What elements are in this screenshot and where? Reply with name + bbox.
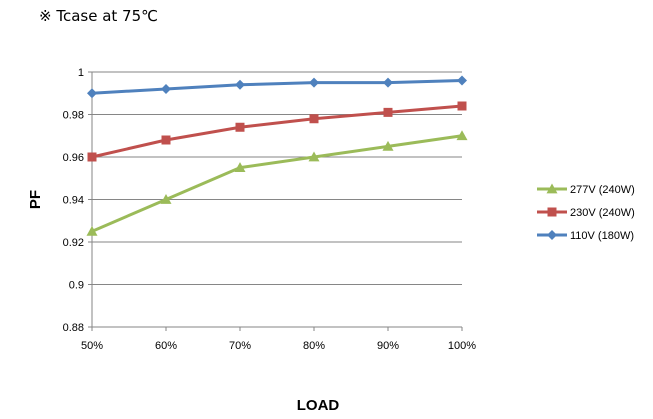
- x-tick-label: 90%: [377, 340, 399, 352]
- data-point: [161, 84, 171, 94]
- y-tick-label: 0.98: [63, 110, 84, 122]
- data-point: [457, 75, 467, 86]
- y-tick-label: 1: [78, 67, 84, 79]
- series-line: [91, 134, 463, 233]
- data-point: [234, 162, 246, 173]
- data-point: [161, 135, 171, 145]
- data-point: [87, 152, 97, 162]
- y-tick-label: 0.92: [63, 237, 84, 249]
- data-point: [160, 194, 172, 204]
- axes: 0.88 0.9 0.92 0.94 0.96 0.98 1 50% 60% 70% 80% 90% 1…: [63, 67, 477, 352]
- data-point: [456, 130, 468, 141]
- y-axis-title: PF: [27, 190, 44, 209]
- y-tick-label: 0.96: [63, 152, 84, 164]
- x-tick-label: 60%: [155, 340, 177, 352]
- series-lines: [86, 75, 468, 236]
- y-tick-label: 0.9: [69, 280, 84, 292]
- y-tick-label: 0.88: [63, 322, 84, 334]
- gridlines: [92, 71, 462, 285]
- legend-marker: [547, 230, 557, 240]
- legend-label: 110V (180W): [570, 230, 634, 242]
- data-point: [382, 140, 394, 151]
- x-tick-label: 70%: [229, 340, 251, 352]
- x-axis-title: LOAD: [297, 397, 340, 414]
- x-tick-label: 80%: [303, 340, 325, 352]
- data-point: [235, 122, 245, 132]
- x-tick-label: 100%: [448, 340, 476, 352]
- legend-label: 230V (240W): [570, 207, 635, 219]
- chart-note: ※ Tcase at 75℃: [39, 7, 158, 25]
- data-point: [309, 114, 319, 124]
- y-tick-label: 0.94: [63, 195, 84, 207]
- data-point: [87, 88, 97, 99]
- legend-marker: [546, 183, 558, 194]
- x-tick-label: 50%: [81, 340, 103, 352]
- data-point: [86, 225, 98, 236]
- data-point: [383, 77, 393, 88]
- data-point: [235, 79, 245, 90]
- data-point: [457, 101, 467, 111]
- data-point: [308, 151, 320, 162]
- series-line: [91, 104, 463, 159]
- legend: 277V (240W) 230V (240W) 110V (180W): [537, 183, 635, 242]
- data-point: [309, 77, 319, 88]
- legend-label: 277V (240W): [570, 184, 635, 196]
- data-point: [383, 107, 393, 117]
- series-line: [91, 79, 463, 95]
- legend-marker: [547, 207, 557, 217]
